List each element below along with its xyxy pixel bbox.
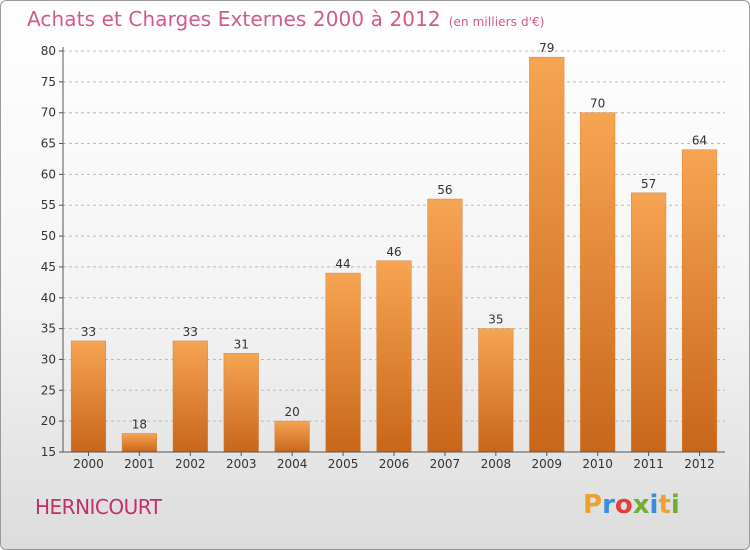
commune-name: HERNICOURT xyxy=(35,495,162,519)
bar xyxy=(427,198,463,453)
y-tick-label: 55 xyxy=(41,198,56,212)
y-tick-label: 15 xyxy=(41,445,56,459)
x-tick-label: 2005 xyxy=(328,457,359,471)
y-tick-label: 80 xyxy=(41,44,56,58)
chart-title: Achats et Charges Externes 2000 à 2012 (e… xyxy=(27,7,545,31)
data-label: 35 xyxy=(488,313,503,327)
y-tick-label: 35 xyxy=(41,322,56,336)
y-tick-label: 45 xyxy=(41,260,56,274)
x-tick-label: 2007 xyxy=(430,457,461,471)
x-tick-label: 2000 xyxy=(73,457,104,471)
y-tick-label: 20 xyxy=(41,414,56,428)
x-tick-label: 2008 xyxy=(481,457,512,471)
logo-letter: r xyxy=(602,490,615,520)
data-label: 18 xyxy=(132,417,147,431)
bar xyxy=(631,192,667,453)
x-tick-label: 2003 xyxy=(226,457,257,471)
bar xyxy=(376,260,412,453)
bar xyxy=(681,149,718,453)
logo-letter: x xyxy=(632,490,650,520)
logo-letter: i xyxy=(649,490,659,520)
bar xyxy=(172,340,208,453)
x-tick-label: 2004 xyxy=(277,457,308,471)
y-tick-label: 60 xyxy=(41,167,56,181)
bar xyxy=(121,433,157,453)
data-label: 33 xyxy=(81,325,96,339)
data-label: 20 xyxy=(285,405,300,419)
logo-letter: o xyxy=(614,490,633,520)
data-label: 64 xyxy=(692,134,707,148)
data-label: 79 xyxy=(539,41,554,55)
data-label: 44 xyxy=(335,257,350,271)
logo-letter: t xyxy=(658,490,671,520)
x-tick-label: 2010 xyxy=(582,457,613,471)
x-tick-label: 2011 xyxy=(633,457,664,471)
proxiti-logo: Proxiti xyxy=(583,490,680,520)
y-tick-label: 30 xyxy=(41,352,56,366)
bar xyxy=(70,340,107,453)
x-tick-label: 2012 xyxy=(684,457,715,471)
x-tick-label: 2006 xyxy=(379,457,410,471)
data-label: 57 xyxy=(641,177,656,191)
bar xyxy=(325,272,361,453)
bar xyxy=(274,420,310,453)
y-tick-label: 25 xyxy=(41,383,56,397)
bar xyxy=(580,112,616,453)
chart-title-text: Achats et Charges Externes 2000 à 2012 xyxy=(27,7,441,31)
y-tick-label: 75 xyxy=(41,75,56,89)
data-label: 56 xyxy=(437,183,452,197)
data-label: 33 xyxy=(183,325,198,339)
logo-letter: i xyxy=(670,490,680,520)
data-label: 70 xyxy=(590,97,605,111)
logo-letter: P xyxy=(583,490,603,520)
y-tick-label: 50 xyxy=(41,229,56,243)
data-label: 31 xyxy=(234,337,249,351)
data-label: 46 xyxy=(386,245,401,259)
x-tick-label: 2009 xyxy=(531,457,562,471)
y-tick-label: 65 xyxy=(41,137,56,151)
bar xyxy=(478,328,514,453)
y-tick-label: 40 xyxy=(41,291,56,305)
x-tick-label: 2002 xyxy=(175,457,206,471)
x-tick-label: 2001 xyxy=(124,457,155,471)
bar xyxy=(529,56,565,453)
chart-subtitle: (en milliers d'€) xyxy=(448,15,545,29)
y-tick-label: 70 xyxy=(41,106,56,120)
bar xyxy=(223,353,259,453)
